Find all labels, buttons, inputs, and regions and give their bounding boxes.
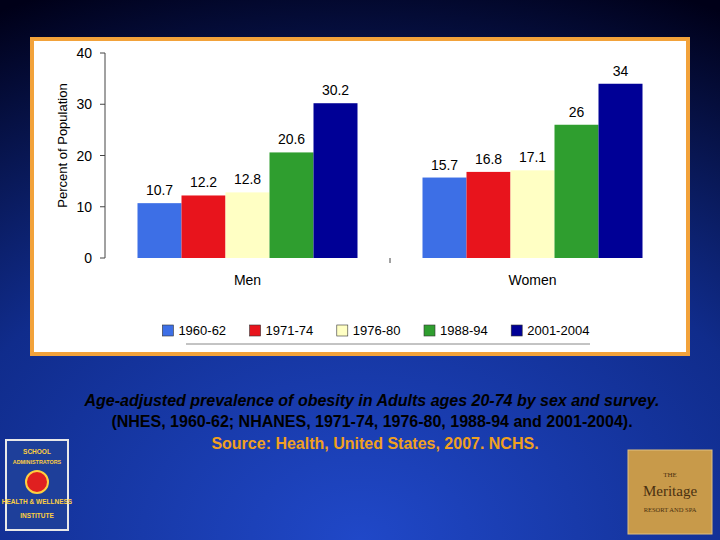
legend-label: 2001-2004 [527, 323, 589, 338]
caption-source: Source: Health, United States, 2007. NCH… [211, 435, 538, 452]
y-tick-label: 20 [76, 148, 92, 164]
legend-rule [186, 344, 590, 345]
bar [511, 170, 555, 258]
logo-text: INSTITUTE [20, 512, 54, 519]
data-label: 20.6 [278, 131, 305, 147]
bar [138, 203, 182, 258]
data-label: 12.2 [190, 174, 217, 190]
y-tick [100, 206, 105, 207]
bars [138, 84, 643, 258]
slide: 0 10 20 30 40 Percent of Population 10.7 12.2 12… [0, 0, 720, 540]
data-label: 26 [569, 104, 585, 120]
bar [270, 152, 314, 258]
y-tick-label: 30 [76, 96, 92, 112]
bar [555, 125, 599, 258]
logo-frame [628, 450, 712, 534]
logo-text: SCHOOL [23, 448, 51, 455]
bar [314, 103, 358, 258]
logo-text: HEALTH & WELLNESS [2, 498, 73, 505]
caption-line: Age-adjusted prevalence of obesity in Ad… [83, 392, 659, 409]
y-tick [100, 53, 105, 54]
x-tick-label: Men [234, 272, 261, 288]
legend-swatch [511, 325, 522, 336]
legend: 1960-62 1971-74 1976-80 1988-94 2001-2004 [162, 323, 590, 344]
y-tick-label: 10 [76, 199, 92, 215]
right-logo: THE Meritage RESORT AND SPA [628, 450, 712, 534]
bar [423, 178, 467, 258]
data-label: 30.2 [322, 82, 349, 98]
bar [226, 192, 270, 258]
background [0, 0, 720, 540]
x-tick-label: Women [509, 272, 557, 288]
data-label: 12.8 [234, 171, 261, 187]
y-tick [100, 258, 105, 259]
bar [182, 195, 226, 258]
chart-panel [32, 39, 688, 354]
logo-emblem [26, 471, 48, 493]
y-axis-title: Percent of Population [55, 83, 70, 207]
y-tick-label: 0 [84, 250, 92, 266]
data-label: 16.8 [475, 151, 502, 167]
data-label: 34 [613, 63, 629, 79]
logo-text: RESORT AND SPA [644, 506, 697, 513]
caption-line: (NHES, 1960-62; NHANES, 1971-74, 1976-80… [111, 413, 632, 430]
y-tick [100, 155, 105, 156]
legend-swatch [250, 325, 261, 336]
legend-label: 1976-80 [353, 323, 401, 338]
data-label: 10.7 [146, 182, 173, 198]
legend-label: 1988-94 [440, 323, 488, 338]
y-tick-label: 40 [76, 45, 92, 61]
y-tick [100, 104, 105, 105]
legend-label: 1971-74 [266, 323, 314, 338]
legend-swatch [337, 325, 348, 336]
data-labels: 10.7 12.2 12.8 20.6 30.2 15.7 16.8 17.1 26 34 [146, 63, 629, 198]
data-label: 17.1 [519, 149, 546, 165]
bar [599, 84, 643, 258]
legend-label: 1960-62 [178, 323, 226, 338]
logo-text: ADMINISTRATORS [13, 459, 62, 465]
logo-text: Meritage [643, 483, 697, 499]
logo-frame [6, 440, 68, 530]
left-logo: SCHOOL ADMINISTRATORS HEALTH & WELLNESS INS… [2, 440, 73, 530]
bar [467, 172, 511, 258]
x-tick [390, 258, 391, 263]
logo-text: THE [663, 471, 677, 479]
data-label: 15.7 [431, 157, 458, 173]
legend-swatch [424, 325, 435, 336]
legend-swatch [162, 325, 173, 336]
